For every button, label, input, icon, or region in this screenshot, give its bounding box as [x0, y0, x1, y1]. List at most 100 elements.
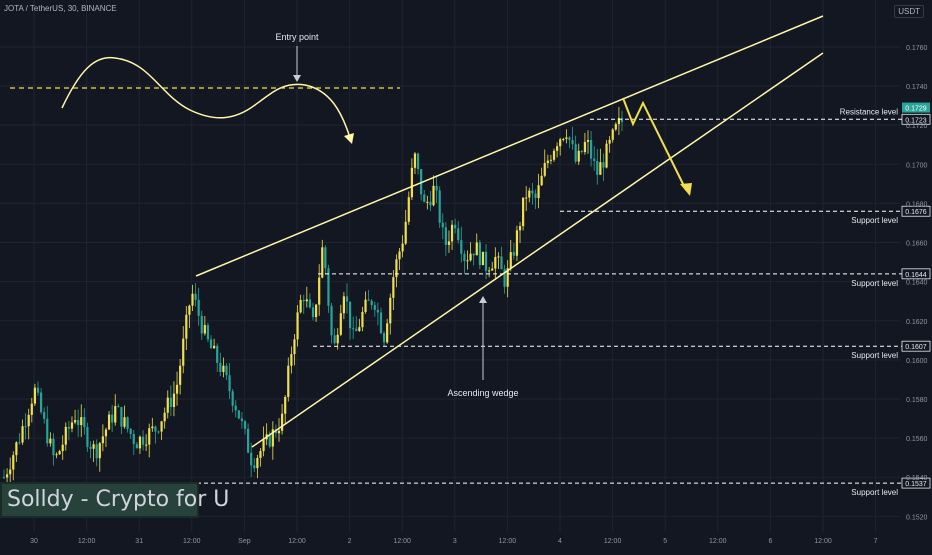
candle-body [580, 150, 583, 153]
candle-body [299, 300, 302, 313]
candle-body [163, 412, 166, 422]
entry-wave-curve[interactable] [61, 56, 351, 139]
candle-body [92, 444, 95, 449]
candle-body [345, 296, 349, 302]
candle-body [247, 428, 250, 453]
candle-body [444, 227, 447, 245]
candle-body [543, 163, 546, 176]
candle-body [145, 444, 148, 446]
candle-body [73, 420, 77, 423]
candle-body [52, 438, 55, 456]
level-price-tag [901, 477, 931, 489]
candle-body [43, 412, 46, 419]
candle-body [429, 201, 432, 206]
candle-body [5, 474, 9, 478]
candle-body [219, 362, 222, 372]
candle-body [179, 365, 182, 385]
y-tick-label: 0.1660 [906, 241, 928, 248]
x-tick-label: 12:00 [814, 538, 832, 545]
candle-body [562, 138, 565, 140]
price-axis[interactable]: 0.1520 0.1540 0.1560 0.1580 0.1600 0.1620 0.16… [902, 45, 930, 521]
currency-badge[interactable]: USDT [894, 5, 924, 18]
candle-body [602, 162, 605, 168]
candle-body [197, 299, 200, 316]
x-tick-label: Sep [238, 538, 251, 545]
candle-body [203, 325, 206, 334]
x-tick-label: 12:00 [604, 538, 622, 545]
candle-body [271, 429, 274, 447]
candle-body [333, 335, 336, 344]
candle-body [336, 334, 339, 344]
candle-body [268, 434, 271, 447]
candle-body [450, 224, 454, 242]
candle-body [169, 397, 172, 408]
candle-body [518, 226, 522, 231]
candle-body [497, 256, 500, 258]
x-tick-label: 7 [874, 538, 878, 545]
candle-body [472, 253, 475, 256]
candle-body [166, 397, 169, 413]
candle-body [111, 414, 114, 423]
candle-body [138, 436, 142, 449]
wedge-lower-line[interactable] [251, 52, 824, 448]
grid-lines [0, 0, 900, 532]
candle-body [213, 345, 216, 349]
candle-body [565, 137, 568, 139]
candle-body [182, 338, 185, 366]
x-tick-label: 31 [135, 538, 143, 545]
candle-body [253, 465, 256, 469]
horizontal-levels: Resistance level 0.1723 Support level 0.167… [50, 107, 931, 497]
candle-body [460, 240, 463, 254]
candle-body [318, 277, 321, 305]
candle-body [364, 299, 367, 312]
drawings: Entry point Ascending wedge [10, 15, 824, 448]
level-price-label: 0.1644 [905, 272, 927, 279]
candle-body [379, 312, 383, 334]
candle-body [46, 418, 49, 444]
candle-body [552, 150, 556, 160]
candle-body [577, 150, 580, 162]
level-price-label: 0.1537 [905, 481, 927, 488]
level-price-tag [901, 113, 931, 125]
candle-body [194, 293, 197, 300]
candle-body [277, 430, 281, 434]
candle-body [243, 421, 247, 429]
projected-path[interactable] [622, 97, 687, 191]
candle-body [370, 300, 373, 306]
candle-body [311, 307, 315, 318]
x-tick-label: 12:00 [183, 538, 201, 545]
candle-body [500, 256, 503, 270]
candle-body [410, 167, 413, 198]
candle-body [469, 253, 472, 261]
candle-body [15, 442, 18, 456]
candle-body [12, 455, 15, 470]
candle-body [175, 384, 179, 394]
candle-body [481, 251, 485, 266]
candle-body [528, 190, 531, 198]
candle-body [478, 242, 481, 266]
candle-body [141, 436, 145, 445]
candle-body [281, 413, 284, 431]
candle-body [342, 296, 345, 314]
y-tick-label: 0.1640 [906, 280, 928, 287]
x-tick-label: 3 [453, 538, 457, 545]
time-axis[interactable]: 30 12:00 31 12:00 Sep 12:00 2 12:00 3 12:00 4 12:00… [30, 538, 878, 545]
candle-body [367, 299, 370, 301]
candle-body [509, 252, 512, 269]
candle-body [290, 354, 293, 366]
candle-body [457, 228, 460, 241]
candle-body [231, 391, 234, 406]
candle-body [355, 328, 358, 332]
candle-body [30, 403, 33, 415]
candle-body [117, 406, 120, 408]
candle-body [494, 256, 497, 269]
x-tick-label: 12:00 [499, 538, 517, 545]
candle-body [24, 426, 27, 428]
candle-body [441, 222, 444, 228]
candle-body [33, 387, 36, 404]
symbol-title: JOTA / TetherUS, 30, BINANCE [4, 4, 117, 13]
candle-body [160, 421, 163, 432]
wedge-upper-line[interactable] [195, 15, 824, 277]
